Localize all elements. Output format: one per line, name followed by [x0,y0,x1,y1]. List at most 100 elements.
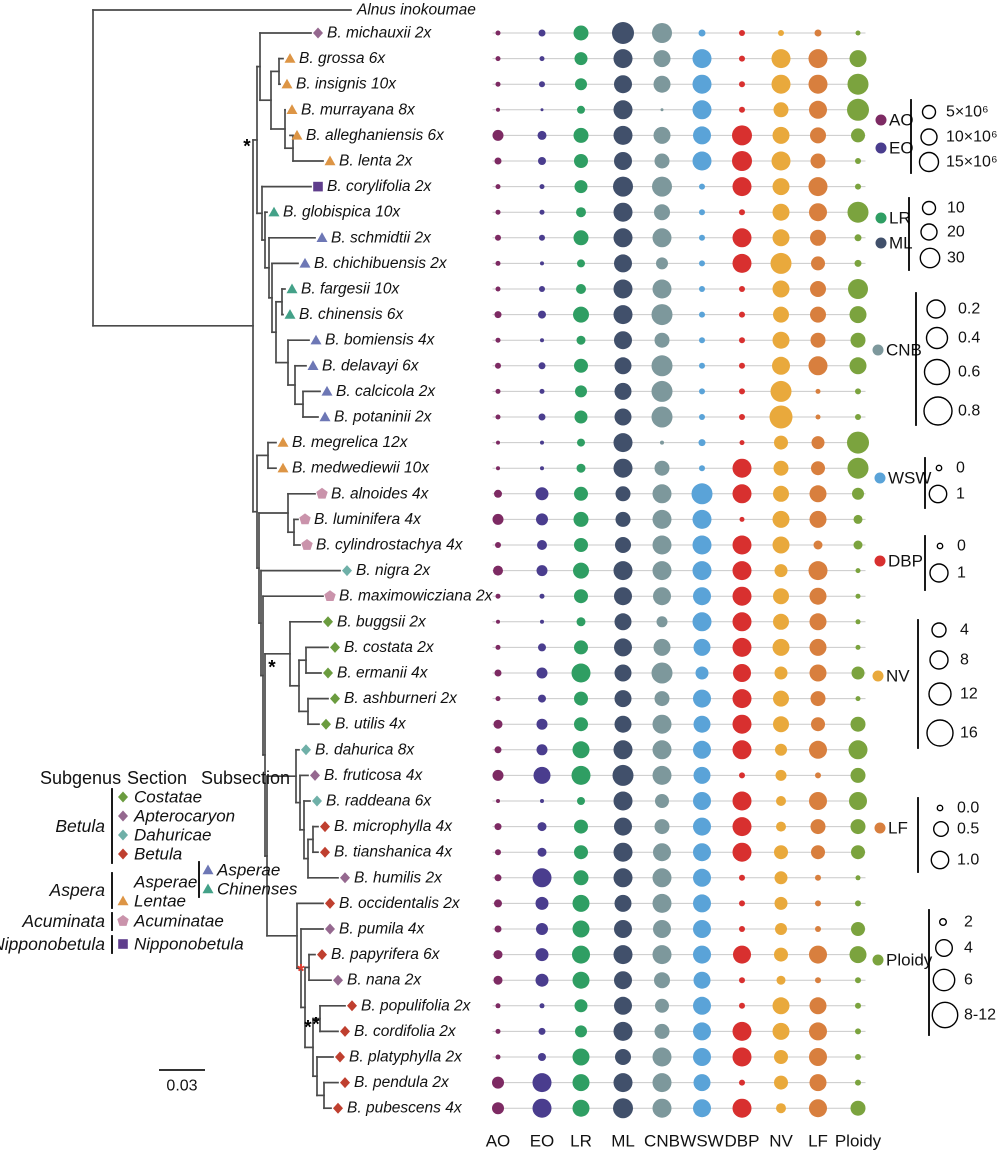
tip-symbol-nipponobetula [313,181,323,192]
bubble-nv [771,151,791,171]
species-label: B. alleghaniensis 6x [306,127,445,144]
bubble-nv [772,510,790,528]
species-label: B. pubescens 4x [347,1100,463,1117]
bubble-nv [775,743,787,756]
tip-symbol-betula [340,1025,350,1037]
class-legend-item-label: Dahuricae [134,826,212,845]
bubble-ml [614,587,632,606]
bubble-lf [811,436,825,450]
species-label: B. occidentalis 2x [339,895,461,912]
tip-symbol-costatae [323,667,333,679]
bubble-wsw [698,439,706,447]
bubble-nv [774,666,788,680]
species-label: B. chichibuensis 2x [314,255,448,272]
tip-symbol-acuminatae [316,487,328,499]
bubble-dbp [732,817,752,837]
legend-dot-label: LR [889,209,911,228]
legend-size-label: 0.0 [957,800,979,817]
bubble-ml [614,613,632,631]
bubble-nv [772,280,790,298]
bubble-ml [613,791,633,811]
species-label: B. lenta 2x [339,153,413,170]
legend-size-label: 16 [960,725,978,742]
bubble-ploidy [847,201,869,223]
tip-symbol-asperae [310,334,322,345]
bubble-lr [573,870,589,886]
bubble-dbp [732,1047,752,1067]
class-legend-item-label: Chinenses [217,880,298,899]
bubble-wsw [699,183,705,190]
asterisk-marker: * [304,1018,312,1039]
bubble-ao [496,466,500,471]
bubble-wsw [699,260,705,267]
bubble-ao [492,129,504,141]
bubble-wsw [693,792,711,810]
bubble-lf [809,1074,827,1092]
bubble-dbp [732,458,752,478]
bubble-wsw [699,234,705,241]
bubble-ploidy [855,158,861,164]
legend-size-label: 0.2 [958,301,980,318]
bubble-dbp [733,945,751,964]
bubble-nv [773,460,789,476]
bubble-ploidy [855,977,861,984]
class-legend-item-label: Asperae [216,861,280,880]
tip-symbol-dahuricae [312,795,322,807]
bubble-lf [810,819,826,835]
bubble-cnb [660,440,664,445]
legend-size-label: 30 [947,250,965,267]
bubble-cnb [651,355,673,377]
bubble-ao [496,799,500,803]
bubble-cnb [655,998,669,1013]
bubble-nv [774,564,788,578]
bubble-cnb [652,893,672,913]
bubble-ploidy [851,128,865,143]
legend-dot-label: ML [889,234,913,253]
legend-dot-wsw [874,472,886,484]
bubble-lf [810,691,826,707]
bubble-wsw [693,817,711,836]
bubble-lf [810,332,826,348]
bubble-ao [492,769,504,781]
bubble-nv [771,49,791,69]
bubble-dbp [732,1021,752,1041]
legend-size-label: 0.5 [957,821,979,838]
bubble-ml [613,279,633,299]
bubble-dbp [739,81,745,88]
legend-size-circle [929,650,949,670]
legend-size-circle [928,484,948,504]
bubble-eo [537,540,547,550]
species-label: B. dahurica 8x [315,741,415,758]
bubble-cnb [653,50,671,68]
legend-size-circle [926,299,946,319]
bubble-ploidy [855,183,861,190]
bubble-cnb [652,23,672,43]
species-label: B. nana 2x [347,972,422,989]
bubble-eo [539,234,545,241]
bubble-ao [493,565,503,576]
column-label-eo: EO [530,1132,555,1151]
bubble-lr [572,894,590,912]
bubble-ml [613,305,633,325]
species-label: B. chinensis 6x [299,306,404,323]
bubble-cnb [653,126,671,144]
species-label: B. medwediewii 10x [292,460,430,477]
bubble-wsw [699,362,705,369]
species-label: B. fruticosa 4x [324,767,423,784]
bubble-dbp [732,484,752,504]
bubble-nv [774,435,788,450]
bubble-nv [773,588,789,605]
bubble-ml [613,945,633,965]
bubble-ml [613,740,633,760]
column-label-cnb: CNB [644,1132,680,1151]
legend-size-circle [929,563,949,583]
bubble-ml [613,202,633,222]
bubble-wsw [692,151,712,171]
outgroup-label: Alnus inokoumae [356,2,476,19]
bubble-lr [574,358,588,373]
bubble-wsw [692,612,712,632]
bubble-dbp [732,125,752,146]
bubble-cnb [655,794,669,808]
legend-dot-label: CNB [886,341,922,360]
